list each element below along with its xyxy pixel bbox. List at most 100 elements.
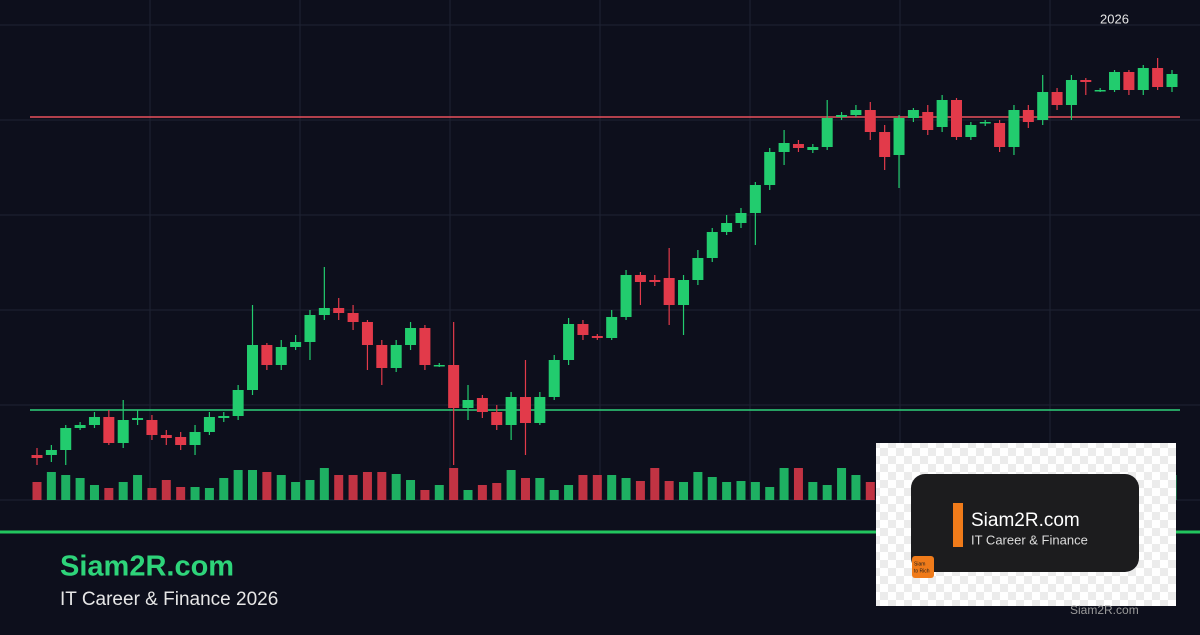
- candle-body: [778, 143, 790, 152]
- volume-bar: [204, 488, 214, 500]
- candle-body: [261, 345, 273, 365]
- volume-bar: [520, 478, 530, 500]
- candle-body: [879, 132, 891, 157]
- volume-bar: [793, 468, 803, 500]
- volume-bar: [765, 487, 775, 500]
- volume-bar: [334, 475, 344, 500]
- candle-body: [45, 450, 57, 455]
- period-label: 2026: [1100, 11, 1129, 26]
- volume-bar: [664, 481, 674, 500]
- volume-bar: [133, 475, 143, 500]
- candle-body: [620, 275, 632, 317]
- volume-bar: [348, 475, 358, 500]
- candle-body: [1008, 110, 1020, 147]
- volume-bar: [621, 478, 631, 500]
- volume-bar: [161, 480, 171, 500]
- volume-bar: [434, 485, 444, 500]
- watermark-brand: Siam2R.com: [971, 510, 1080, 531]
- volume-bar: [362, 472, 372, 500]
- volume-bar: [564, 485, 574, 500]
- candle-body: [721, 223, 733, 232]
- volume-bar: [837, 468, 847, 500]
- volume-bar: [463, 490, 473, 500]
- candle-body: [1037, 92, 1049, 120]
- volume-bar: [679, 482, 689, 500]
- candle-body: [1109, 72, 1121, 90]
- candle-body: [1080, 80, 1092, 82]
- volume-bar: [46, 472, 56, 500]
- volume-bar: [693, 472, 703, 500]
- candle-body: [850, 110, 862, 115]
- candle-body: [950, 100, 962, 137]
- candle-body: [1137, 68, 1149, 90]
- volume-bar: [722, 482, 732, 500]
- grid: [0, 0, 1200, 501]
- candle-body: [1152, 68, 1164, 87]
- candle-body: [462, 400, 474, 408]
- volume-bar: [779, 468, 789, 500]
- candle-body: [678, 280, 690, 305]
- candle-body: [807, 147, 819, 150]
- candle-body: [88, 417, 100, 425]
- volume-bar: [118, 482, 128, 500]
- volume-bar: [176, 487, 186, 500]
- volume-bar: [851, 475, 861, 500]
- candle-body: [792, 144, 804, 148]
- volume-bar: [492, 483, 502, 500]
- watermark-badge: [912, 556, 934, 578]
- volume-bar: [549, 490, 559, 500]
- candle-body: [519, 397, 531, 423]
- candle-body: [936, 100, 948, 127]
- candle-body: [577, 324, 589, 335]
- volume-bar: [578, 475, 588, 500]
- candle-body: [563, 324, 575, 360]
- volume-bar: [750, 482, 760, 500]
- tagline: IT Career & Finance 2026: [60, 589, 278, 610]
- volume-bar: [233, 470, 243, 500]
- candle-body: [1094, 90, 1106, 92]
- candle-body: [232, 390, 244, 416]
- candle-body: [31, 455, 43, 458]
- volume-bar: [377, 472, 387, 500]
- candle-body: [979, 122, 991, 124]
- badge-line2: to Rich: [914, 568, 930, 574]
- candle-body: [1051, 92, 1063, 105]
- volume-bar: [635, 481, 645, 500]
- candle-body: [60, 428, 72, 450]
- volume-bar: [449, 468, 459, 500]
- volume-bar: [75, 478, 85, 500]
- candle-body: [318, 308, 330, 315]
- volume-bar: [736, 481, 746, 500]
- volume-bar: [291, 482, 301, 500]
- candle-body: [218, 416, 230, 418]
- watermark-caption: Siam2R.com: [1070, 603, 1139, 617]
- candle-body: [1123, 72, 1135, 90]
- candle-body: [994, 123, 1006, 147]
- candle-body: [1065, 80, 1077, 105]
- candle-body: [376, 345, 388, 368]
- candle-body: [74, 425, 86, 428]
- candle-body: [965, 125, 977, 137]
- candle-body: [433, 365, 445, 367]
- volume-bar: [808, 482, 818, 500]
- candle-body: [907, 110, 919, 118]
- volume-bar: [262, 472, 272, 500]
- volume-bar: [607, 475, 617, 500]
- badge-line1: Siam: [914, 561, 925, 567]
- candle-body: [764, 152, 776, 185]
- candle-body: [634, 275, 646, 282]
- candle-body: [203, 417, 215, 432]
- volume-bar: [822, 485, 832, 500]
- candle-body: [735, 213, 747, 223]
- volume-bar: [707, 477, 717, 500]
- volume-bar: [248, 470, 258, 500]
- candle-body: [333, 308, 345, 313]
- candle-body: [275, 347, 287, 365]
- brand: Siam2R.com: [60, 551, 234, 583]
- candle-body: [448, 365, 460, 408]
- candle-body: [476, 398, 488, 412]
- watermark-tagline: IT Career & Finance: [971, 532, 1088, 547]
- candle-body: [103, 417, 115, 443]
- volume-bar: [61, 475, 71, 500]
- volume-bar: [865, 482, 875, 500]
